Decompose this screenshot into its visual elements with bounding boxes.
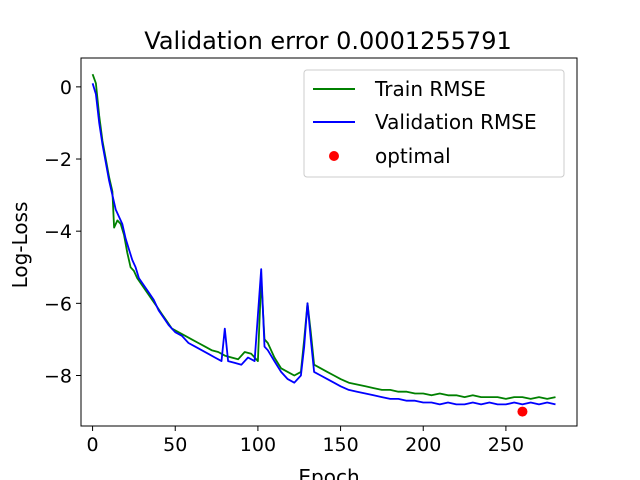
x-tick-label: 250 [488, 434, 524, 456]
legend-frame [303, 69, 565, 178]
x-axis-label: Epoch [298, 465, 359, 480]
legend-label: Train RMSE [374, 77, 486, 101]
x-tick-label: 0 [87, 434, 99, 456]
series-line-0 [91, 73, 556, 400]
y-tick-label: −6 [44, 293, 72, 315]
legend-label: Validation RMSE [375, 110, 537, 134]
series-line-1 [91, 83, 556, 406]
y-tick-label: −4 [44, 221, 72, 243]
y-tick-label: −8 [44, 365, 72, 387]
y-axis: 0 −2 −4 −6 −8 [44, 77, 81, 387]
legend-label: optimal [375, 144, 451, 168]
legend-swatch-marker [329, 151, 339, 161]
y-axis-label: Log-Loss [8, 202, 32, 289]
x-tick-label: 100 [240, 434, 276, 456]
y-tick-label: 0 [60, 77, 72, 99]
series-layer [91, 73, 556, 417]
legend: Train RMSE Validation RMSE optimal [303, 69, 565, 178]
x-tick-label: 50 [163, 434, 187, 456]
optimal-marker [517, 406, 528, 417]
chart-title: Validation error 0.0001255791 [144, 27, 511, 55]
x-axis: 0 50 100 150 200 250 [87, 426, 524, 456]
y-tick-label: −2 [44, 149, 72, 171]
x-tick-label: 150 [322, 434, 358, 456]
x-tick-label: 200 [405, 434, 441, 456]
